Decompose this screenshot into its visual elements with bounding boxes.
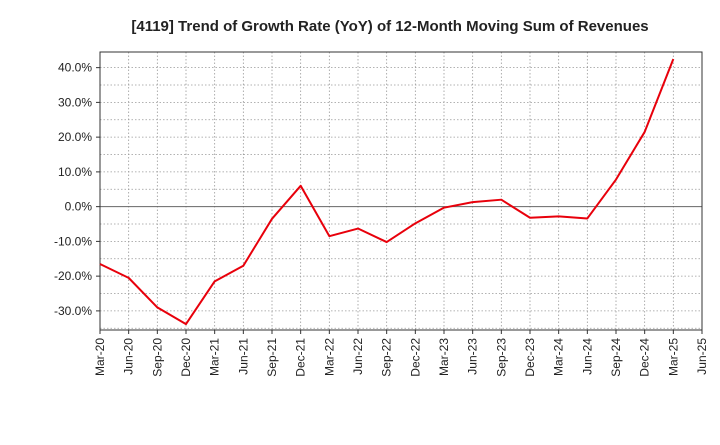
x-tick-label: Mar-23 xyxy=(437,338,451,376)
x-tick-label: Dec-23 xyxy=(523,338,537,377)
x-tick-label: Jun-25 xyxy=(695,338,709,375)
x-tick-label: Jun-20 xyxy=(122,338,136,375)
x-tick-label: Sep-23 xyxy=(494,338,508,377)
plot-border xyxy=(99,51,703,331)
x-tick-label: Mar-25 xyxy=(666,338,680,376)
x-tick-label: Jun-23 xyxy=(466,338,480,375)
x-tick-label: Sep-24 xyxy=(609,338,623,377)
chart-title: [4119] Trend of Growth Rate (YoY) of 12-… xyxy=(131,18,648,35)
y-tick-label: 0.0% xyxy=(65,200,93,214)
x-tick-label: Sep-21 xyxy=(265,338,279,377)
x-tick-label: Dec-22 xyxy=(408,338,422,377)
y-tick-label: -30.0% xyxy=(54,304,92,318)
x-tick-label: Jun-22 xyxy=(351,338,365,375)
x-tick-label: Mar-20 xyxy=(93,338,107,376)
y-tick-label: 20.0% xyxy=(58,130,92,144)
y-tick-label: 40.0% xyxy=(58,61,92,75)
x-tick-label: Jun-24 xyxy=(580,338,594,375)
y-tick-label: -10.0% xyxy=(54,234,92,248)
x-tick-label: Mar-21 xyxy=(208,338,222,376)
x-tick-label: Jun-21 xyxy=(236,338,250,375)
x-tick-label: Dec-24 xyxy=(638,338,652,377)
plot-area xyxy=(100,52,702,330)
x-tick-label: Mar-22 xyxy=(322,338,336,376)
y-tick-label: 10.0% xyxy=(58,165,92,179)
y-tick-label: -20.0% xyxy=(54,269,92,283)
series-line xyxy=(99,58,675,326)
x-tick-label: Mar-24 xyxy=(552,338,566,376)
x-tick-label: Dec-21 xyxy=(294,338,308,377)
x-tick-label: Sep-22 xyxy=(380,338,394,377)
y-tick-label: 30.0% xyxy=(58,95,92,109)
x-tick-label: Sep-20 xyxy=(150,338,164,377)
x-tick-label: Dec-20 xyxy=(179,338,193,377)
